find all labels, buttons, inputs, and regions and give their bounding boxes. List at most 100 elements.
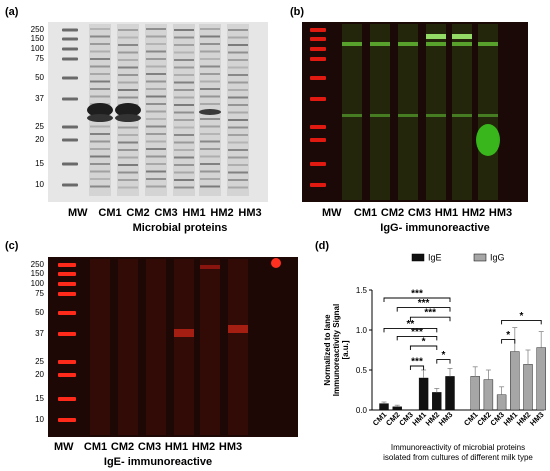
mw-tick-label: 50	[35, 73, 44, 82]
significance-bracket	[396, 307, 451, 312]
significance-label: ***	[424, 308, 436, 319]
significance-label: *	[519, 311, 523, 322]
significance-label: ***	[411, 289, 423, 300]
lane-label-cm3: CM3	[137, 441, 162, 453]
significance-bracket	[396, 335, 438, 341]
significance-bracket	[501, 319, 542, 325]
y-tick-label: 0.5	[356, 366, 368, 375]
lane-label-hm1: HM1	[182, 207, 206, 219]
mw-tick-label: 100	[30, 44, 44, 53]
mw-tick-label: 20	[35, 370, 44, 379]
bar-ige-cm1	[379, 403, 389, 411]
panel-c-gel-image	[48, 257, 298, 437]
legend-label-ige: IgE	[428, 253, 442, 263]
significance-label: *	[506, 330, 510, 341]
significance-label: ***	[418, 298, 430, 309]
significance-bracket	[436, 359, 451, 364]
panel-a-mw-ticks: 250 150 100 75 50 37 25 20 15 10	[14, 22, 44, 202]
panel-c-mw-ticks: 250 150 100 75 50 37 25 20 15 10	[14, 257, 44, 437]
y-axis-label: Normalized to laneImmunoreactivity Signa…	[323, 304, 350, 396]
significance-bracket	[501, 339, 516, 344]
significance-bracket	[383, 297, 451, 302]
x-tick-label: HM3	[437, 410, 455, 428]
mw-tick-label: 150	[30, 269, 44, 278]
bar-ige-cm2	[392, 406, 402, 411]
panel-c-mw-label: MW	[54, 441, 74, 453]
panel-b-gel-image	[302, 22, 528, 202]
lane-label-hm1: HM1	[164, 441, 189, 453]
lane-label-cm1: CM1	[353, 207, 378, 219]
bar-igg-cm2	[483, 379, 494, 411]
mw-tick-label: 250	[30, 25, 44, 34]
mw-tick-label: 50	[35, 308, 44, 317]
y-tick-label: 1.0	[356, 326, 368, 335]
mw-tick-label: 75	[35, 289, 44, 298]
panel-b-letter: (b)	[290, 6, 305, 18]
y-tick-label: 0.0	[356, 406, 368, 415]
mw-tick-label: 15	[35, 394, 44, 403]
significance-label: ***	[411, 327, 423, 338]
legend-swatch-igg	[473, 253, 487, 262]
lane-label-cm2: CM2	[380, 207, 405, 219]
significance-bracket	[409, 365, 425, 370]
mw-tick-label: 25	[35, 122, 44, 131]
y-tick-label: 1.5	[356, 286, 368, 295]
panel-b-caption: IgG- immunoreactive	[380, 222, 490, 234]
mw-tick-label: 10	[35, 415, 44, 424]
panel-a-gel-image	[48, 22, 268, 202]
lane-label-cm2: CM2	[110, 441, 135, 453]
lane-label-cm3: CM3	[154, 207, 178, 219]
panel-d-letter: (d)	[315, 240, 330, 252]
significance-bracket	[409, 316, 451, 322]
legend-swatch-ige	[411, 253, 425, 262]
bar-igg-hm3	[536, 347, 546, 411]
mw-tick-label: 150	[30, 34, 44, 43]
significance-bracket	[383, 327, 438, 333]
mw-tick-label: 10	[35, 180, 44, 189]
x-tick-label: HM3	[528, 410, 546, 428]
significance-label: *	[422, 337, 426, 348]
mw-tick-label: 15	[35, 159, 44, 168]
panel-c-lane-labels: CM1 CM2 CM3 HM1 HM2 HM3	[82, 441, 244, 453]
mw-tick-label: 37	[35, 329, 44, 338]
lane-label-cm1: CM1	[83, 441, 108, 453]
lane-label-hm2: HM2	[461, 207, 486, 219]
x-axis-label-line: Immunoreactivity of microbial proteins	[391, 443, 525, 452]
lane-label-cm1: CM1	[98, 207, 122, 219]
bar-igg-hm2	[523, 364, 533, 411]
mw-tick-label: 100	[30, 279, 44, 288]
panel-b-mw-label: MW	[322, 207, 342, 219]
significance-label: *	[441, 350, 445, 361]
mw-tick-label: 25	[35, 357, 44, 366]
bar-ige-hm3	[445, 376, 455, 411]
significance-bracket	[409, 345, 438, 350]
bar-igg-cm3	[496, 394, 507, 411]
lane-label-cm2: CM2	[126, 207, 150, 219]
y-axis-label-line: [a.u.]	[341, 340, 350, 359]
panel-a-letter: (a)	[5, 6, 19, 18]
lane-label-hm3: HM3	[488, 207, 513, 219]
lane-label-hm2: HM2	[210, 207, 234, 219]
mw-tick-label: 37	[35, 94, 44, 103]
bar-ige-hm1	[418, 377, 429, 411]
significance-label: ***	[411, 357, 423, 368]
lane-label-hm3: HM3	[218, 441, 243, 453]
lane-label-hm2: HM2	[191, 441, 216, 453]
legend-label-igg: IgG	[490, 253, 505, 263]
mw-tick-label: 250	[30, 260, 44, 269]
y-axis-label-line: Immunoreactivity Signal	[332, 304, 341, 396]
bar-ige-hm2	[432, 392, 442, 411]
panel-a-caption: Microbial proteins	[132, 222, 228, 234]
lane-label-hm3: HM3	[238, 207, 262, 219]
panel-a-lane-labels: CM1 CM2 CM3 HM1 HM2 HM3	[96, 207, 264, 219]
panel-b-lane-labels: CM1 CM2 CM3 HM1 HM2 HM3	[352, 207, 514, 219]
x-axis-label-line: isolated from cultures of different milk…	[383, 453, 533, 462]
mw-tick-label: 75	[35, 54, 44, 63]
panel-a-mw-label: MW	[68, 207, 88, 219]
significance-label: **	[407, 319, 415, 330]
bar-igg-cm1	[470, 376, 480, 411]
panel-c-caption: IgE- immunoreactive	[103, 456, 213, 468]
panel-d-bar-chart: Normalized to laneImmunoreactivity Signa…	[323, 253, 546, 462]
panel-c-letter: (c)	[5, 240, 19, 252]
y-axis-label-line: Normalized to lane	[323, 314, 332, 386]
